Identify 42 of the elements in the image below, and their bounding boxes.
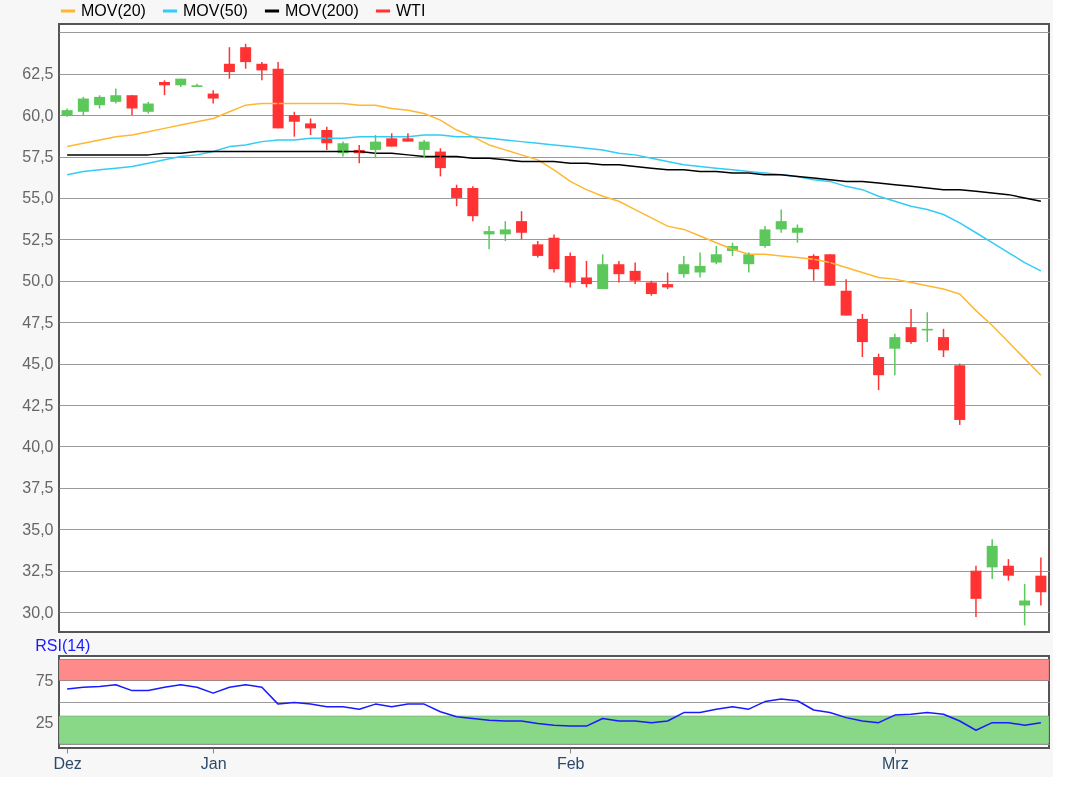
- candlestick: [873, 352, 885, 391]
- legend-label: WTI: [396, 2, 426, 19]
- y-tick-label: 57,5: [22, 148, 54, 166]
- line-series: [66, 683, 1042, 732]
- chart-title: RSI(14): [35, 637, 91, 654]
- y-tick-label: 40,0: [22, 437, 54, 455]
- candlestick: [191, 82, 203, 88]
- y-tick-label: 42,5: [22, 396, 54, 414]
- y-tick-label: 52,5: [22, 230, 54, 248]
- y-tick-label: 60,0: [22, 106, 54, 124]
- candlestick: [499, 220, 511, 242]
- y-tick-label: 55,0: [22, 189, 54, 207]
- y-tick-label: 25: [35, 714, 54, 732]
- candlestick: [954, 362, 966, 426]
- candlestick: [240, 43, 252, 70]
- candlestick: [791, 223, 803, 244]
- legend-label: MOV(50): [183, 2, 248, 19]
- y-tick-label: 30,0: [22, 603, 54, 621]
- candlestick: [516, 210, 528, 241]
- candlestick: [580, 260, 592, 289]
- legend-label: MOV(200): [285, 2, 359, 19]
- y-tick-label: 62,5: [22, 65, 54, 83]
- y-tick-label: 45,0: [22, 355, 54, 373]
- x-tick-label: Mrz: [881, 754, 909, 772]
- y-tick-label: 35,0: [22, 520, 54, 538]
- x-tick-label: Jan: [200, 754, 227, 772]
- candlestick: [710, 245, 722, 265]
- candlestick: [288, 111, 300, 138]
- y-tick-label: 32,5: [22, 562, 54, 580]
- legend-label: MOV(20): [81, 2, 146, 19]
- candlestick: [402, 132, 414, 143]
- candlestick: [597, 253, 609, 290]
- y-tick-label: 37,5: [22, 479, 54, 497]
- x-tick-label: Dez: [53, 754, 82, 772]
- candlestick: [1002, 558, 1014, 582]
- line-series: [66, 102, 1042, 376]
- y-tick-label: 47,5: [22, 313, 54, 331]
- x-tick-label: Feb: [556, 754, 585, 772]
- y-tick-label: 50,0: [22, 272, 54, 290]
- candlestick: [856, 313, 868, 358]
- y-tick-label: 75: [35, 671, 54, 689]
- candlestick: [451, 183, 463, 207]
